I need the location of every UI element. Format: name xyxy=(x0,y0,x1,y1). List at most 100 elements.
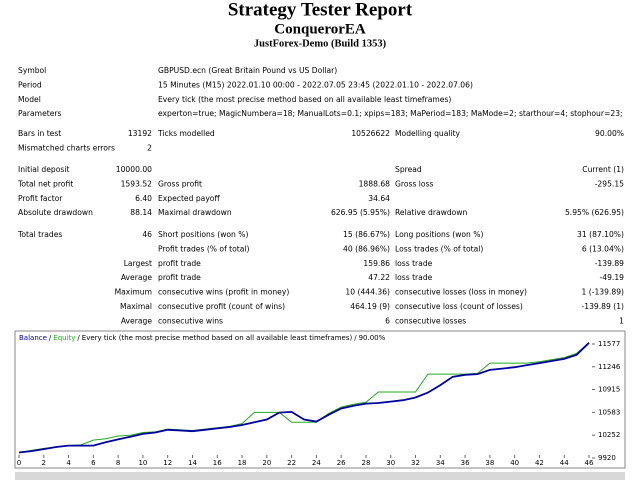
field-label: Loss trades (% of total) xyxy=(395,244,483,253)
field-label: Bars in test xyxy=(18,129,61,138)
table-header-strip xyxy=(15,472,625,480)
legend-balance: Balance xyxy=(19,334,47,342)
series-line xyxy=(18,342,590,454)
x-tick-label: 38 xyxy=(485,459,494,467)
field-value: 88.14 xyxy=(130,208,152,217)
field-value: 1888.68 xyxy=(359,179,391,188)
y-tick-label: 9920 xyxy=(598,454,616,462)
server-name: JustForex-Demo (Build 1353) xyxy=(254,38,387,49)
x-tick-label: 36 xyxy=(461,459,470,467)
y-tick-label: 11246 xyxy=(598,363,621,371)
field-label: loss trade xyxy=(395,259,433,268)
x-tick-label: 0 xyxy=(17,459,21,467)
y-tick-label: 10583 xyxy=(598,408,620,416)
legend-separator: / xyxy=(77,334,80,342)
field-label: Gross profit xyxy=(158,179,202,188)
field-value: 31 (87.10%) xyxy=(577,230,624,239)
field-label: Gross loss xyxy=(395,179,434,188)
field-value: Average xyxy=(121,316,153,325)
field-value: Largest xyxy=(124,259,152,268)
chart-frame xyxy=(14,330,626,469)
legend-note: Every tick (the most precise method base… xyxy=(82,334,353,342)
field-value: 40 (86.96%) xyxy=(343,244,390,253)
field-label: Total net profit xyxy=(17,179,73,188)
field-value: 1 (-139.89) xyxy=(582,288,625,297)
x-tick-label: 44 xyxy=(560,459,569,467)
field-value: 10 (444.36) xyxy=(345,288,390,297)
x-tick-label: 6 xyxy=(91,459,96,467)
field-value: 6 xyxy=(385,316,390,325)
x-tick-label: 26 xyxy=(337,459,346,467)
field-label: Mismatched charts errors xyxy=(18,143,115,152)
field-label: Profit factor xyxy=(18,194,63,203)
series-line xyxy=(18,342,590,453)
field-label: consecutive wins xyxy=(158,316,223,325)
field-value: 34.64 xyxy=(368,194,390,203)
x-tick-label: 8 xyxy=(116,459,120,467)
field-value: -49.19 xyxy=(600,273,625,282)
field-text: 15 Minutes (M15) 2022.01.10 00:00 - 2022… xyxy=(158,80,473,89)
field-text: Every tick (the most precise method base… xyxy=(158,95,451,104)
field-value: 159.86 xyxy=(363,259,390,268)
field-value: 6 (13.04%) xyxy=(582,244,624,253)
x-tick-label: 30 xyxy=(386,459,395,467)
field-label: loss trade xyxy=(395,273,433,282)
field-text: experton=true; MagicNumbera=18; ManualLo… xyxy=(158,109,623,118)
expert-name: ConquerorEA xyxy=(274,21,366,37)
field-label: profit trade xyxy=(158,273,201,282)
field-value: 6.40 xyxy=(135,194,152,203)
field-label: Period xyxy=(18,80,42,89)
field-label: Relative drawdown xyxy=(395,208,468,217)
field-text: GBPUSD.ecn (Great Britain Pound vs US Do… xyxy=(158,66,337,75)
field-label: Model xyxy=(18,95,41,104)
field-label: consecutive wins (profit in money) xyxy=(158,288,289,297)
field-value: 47.22 xyxy=(368,273,390,282)
field-value: -295.15 xyxy=(595,179,624,188)
y-tick-label: 10915 xyxy=(598,386,620,394)
field-value: Maximum xyxy=(115,288,152,297)
field-value: 15 (86.67%) xyxy=(343,230,390,239)
field-label: Maximal drawdown xyxy=(158,208,232,217)
y-tick-label: 10252 xyxy=(598,431,620,439)
field-value: Current (1) xyxy=(582,165,624,174)
x-tick-label: 46 xyxy=(585,459,594,467)
x-tick-label: 10 xyxy=(138,459,147,467)
field-value: Average xyxy=(121,273,153,282)
field-value: 626.95 (5.95%) xyxy=(331,208,390,217)
x-tick-label: 4 xyxy=(66,459,71,467)
legend: Balance / Equity / Every tick (the most prec… xyxy=(19,334,386,342)
x-tick-label: 14 xyxy=(188,459,197,467)
field-label: Absolute drawdown xyxy=(18,208,93,217)
field-value: 5.95% (626.95) xyxy=(565,208,624,217)
legend-separator: / xyxy=(49,334,52,342)
field-value: 464.19 (9) xyxy=(350,302,390,311)
report-title: Strategy Tester Report xyxy=(228,0,413,20)
x-tick-label: 12 xyxy=(163,459,172,467)
field-value: 46 xyxy=(142,230,152,239)
field-value: -139.89 xyxy=(595,259,624,268)
field-value: -139.89 (1) xyxy=(582,302,625,311)
field-value: 2 xyxy=(147,143,152,152)
field-label: Total trades xyxy=(17,230,62,239)
field-label: Initial deposit xyxy=(18,165,69,174)
x-tick-label: 40 xyxy=(510,459,519,467)
field-value: 1 xyxy=(619,316,624,325)
field-label: consecutive losses xyxy=(395,316,466,325)
field-value: 10526622 xyxy=(351,129,390,138)
x-tick-label: 24 xyxy=(312,459,321,467)
field-label: consecutive loss (count of losses) xyxy=(395,302,523,311)
x-tick-label: 22 xyxy=(287,459,296,467)
field-value: 10000.00 xyxy=(116,165,152,174)
x-tick-label: 18 xyxy=(238,459,247,467)
x-tick-label: 20 xyxy=(262,459,271,467)
legend-equity: Equity xyxy=(53,334,75,342)
field-label: Modelling quality xyxy=(395,129,461,138)
field-label: Ticks modelled xyxy=(157,129,215,138)
x-tick-label: 32 xyxy=(411,459,420,467)
field-label: profit trade xyxy=(158,259,201,268)
field-label: Symbol xyxy=(18,66,46,75)
field-label: Spread xyxy=(395,165,422,174)
field-label: Profit trades (% of total) xyxy=(158,244,250,253)
